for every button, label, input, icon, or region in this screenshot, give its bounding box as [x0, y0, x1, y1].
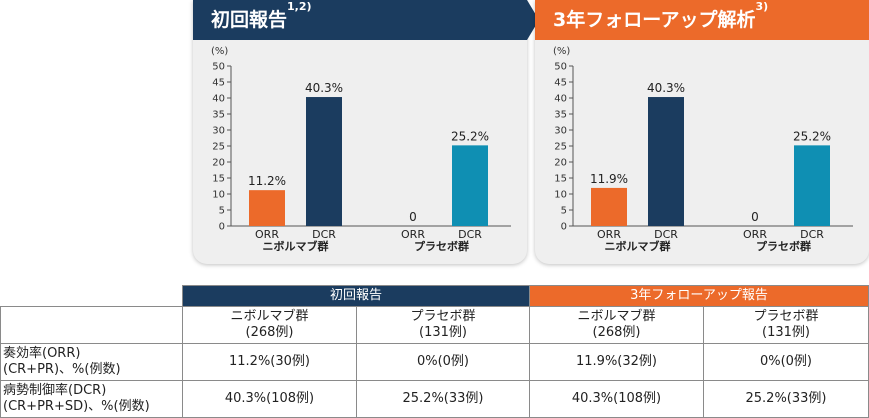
x-tick-label: DCR — [312, 228, 336, 241]
chart-panel-initial: 初回報告1,2) (%) 0 5 10 15 20 25 30 35 40 45 50 11.2% ORR… — [193, 0, 539, 264]
x-tick-label: DCR — [458, 228, 482, 241]
data-label: 11.2% — [248, 174, 286, 188]
data-label: 0 — [751, 210, 759, 224]
data-label: 25.2% — [793, 129, 831, 143]
table-cell: 25.2%(33例) — [356, 379, 530, 418]
x-tick-label: DCR — [800, 228, 824, 241]
group-n: (268例) — [245, 324, 294, 340]
bar-chart-followup: (%)0510152025303540455011.9%ORR40.3%DCRニ… — [553, 46, 853, 253]
y-tick-label: 20 — [554, 158, 567, 169]
data-label: 25.2% — [451, 129, 489, 143]
y-tick-label: 5 — [561, 206, 567, 217]
x-tick-label: ORR — [597, 228, 621, 241]
y-tick-label: 50 — [554, 62, 567, 73]
group-name: ニボルマブ群 — [230, 308, 309, 324]
group-name: ニボルマブ群 — [577, 308, 656, 324]
row-label-dcr: 病勢制御率(DCR) (CR+PR+SD)、%(例数) — [0, 379, 183, 418]
group-n: (131例) — [762, 324, 810, 340]
group-label: プラセボ群 — [756, 239, 811, 253]
y-tick-label: 45 — [212, 78, 225, 89]
x-tick-label: DCR — [654, 228, 678, 241]
table-corner — [0, 285, 183, 307]
y-tick-label: 0 — [561, 222, 567, 233]
panel-title: 初回報告 — [211, 9, 288, 31]
table-row: 奏効率(ORR) (CR+PR)、%(例数) 11.2%(30例) 0%(0例) … — [0, 342, 869, 381]
y-axis-unit: (%) — [211, 46, 228, 57]
group-label: ニボルマブ群 — [263, 239, 329, 253]
row-label-sub: (CR+PR+SD)、%(例数) — [3, 398, 150, 414]
y-tick-label: 30 — [212, 126, 225, 137]
table-header-initial: 初回報告 — [182, 285, 530, 307]
group-n: (131例) — [419, 324, 467, 340]
table-row-header-blank — [0, 305, 183, 344]
bar-orr — [249, 190, 285, 226]
row-label-sub: (CR+PR)、%(例数) — [3, 361, 121, 377]
y-tick-label: 15 — [554, 174, 567, 185]
panel-title: 3年フォローアップ解析 — [553, 9, 756, 31]
table-cell: 11.9%(32例) — [529, 342, 704, 381]
table-row: 病勢制御率(DCR) (CR+PR+SD)、%(例数) 40.3%(108例) 2… — [0, 379, 869, 418]
x-tick-label: ORR — [255, 228, 279, 241]
table-col-nivo-initial: ニボルマブ群 (268例) — [182, 305, 357, 344]
table-cell: 11.2%(30例) — [182, 342, 357, 381]
panel-header-followup: 3年フォローアップ解析3) — [535, 0, 869, 40]
group-n: (268例) — [592, 324, 641, 340]
group-name: プラセボ群 — [753, 308, 819, 324]
row-label-main: 病勢制御率(DCR) — [3, 382, 107, 398]
table-col-placebo-initial: プラセボ群 (131例) — [356, 305, 530, 344]
data-label: 11.9% — [590, 172, 628, 186]
y-tick-label: 40 — [212, 94, 225, 105]
data-label: 0 — [409, 210, 417, 224]
y-tick-label: 35 — [212, 110, 225, 121]
table-col-placebo-followup: プラセボ群 (131例) — [703, 305, 869, 344]
y-tick-label: 50 — [212, 62, 225, 73]
bar-chart-initial: (%)0510152025303540455011.2%ORR40.3%DCRニ… — [211, 46, 511, 253]
y-tick-label: 30 — [554, 126, 567, 137]
bar-dcr — [452, 145, 488, 226]
bar-dcr — [648, 97, 684, 226]
y-tick-label: 40 — [554, 94, 567, 105]
panel-title-ref: 3) — [755, 0, 769, 13]
row-label-main: 奏効率(ORR) — [3, 345, 81, 361]
y-tick-label: 35 — [554, 110, 567, 121]
y-tick-label: 0 — [219, 222, 225, 233]
y-tick-label: 5 — [219, 206, 225, 217]
y-tick-label: 25 — [554, 142, 567, 153]
x-tick-label: ORR — [401, 228, 425, 241]
y-tick-label: 25 — [212, 142, 225, 153]
table-header-followup: 3年フォローアップ報告 — [529, 285, 869, 307]
y-tick-label: 45 — [554, 78, 567, 89]
panel-header-initial: 初回報告1,2) — [193, 0, 539, 40]
panel-title-ref: 1,2) — [287, 0, 312, 13]
group-label: ニボルマブ群 — [605, 239, 671, 253]
x-tick-label: ORR — [743, 228, 767, 241]
bar-dcr — [306, 97, 342, 226]
bar-dcr — [794, 145, 830, 226]
table-cell: 0%(0例) — [703, 342, 869, 381]
table-cell: 25.2%(33例) — [703, 379, 869, 418]
data-label: 40.3% — [647, 81, 685, 95]
group-label: プラセボ群 — [414, 239, 469, 253]
y-tick-label: 10 — [212, 190, 225, 201]
y-tick-label: 20 — [212, 158, 225, 169]
table-col-nivo-followup: ニボルマブ群 (268例) — [529, 305, 704, 344]
table-cell: 0%(0例) — [356, 342, 530, 381]
y-tick-label: 10 — [554, 190, 567, 201]
chart-panel-followup: 3年フォローアップ解析3) (%) 0 5 10 15 20 25 30 35 40 45 50 11.… — [535, 0, 869, 264]
row-label-orr: 奏効率(ORR) (CR+PR)、%(例数) — [0, 342, 183, 381]
table-cell: 40.3%(108例) — [182, 379, 357, 418]
y-tick-label: 15 — [212, 174, 225, 185]
bar-orr — [591, 187, 627, 226]
table-cell: 40.3%(108例) — [529, 379, 704, 418]
y-axis-unit: (%) — [553, 46, 570, 57]
data-label: 40.3% — [305, 81, 343, 95]
results-table: 初回報告 3年フォローアップ報告 ニボルマブ群 (268例) プラセボ群 (131例… — [0, 285, 869, 418]
group-name: プラセボ群 — [410, 308, 476, 324]
